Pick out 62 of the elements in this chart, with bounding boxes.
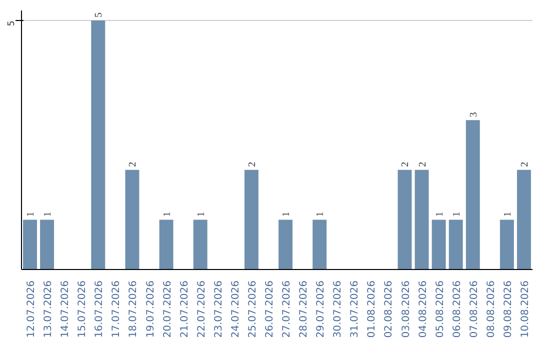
x-tick-label: 31.07.2026 xyxy=(350,280,361,338)
bar xyxy=(466,120,480,270)
x-tick-label: 20.07.2026 xyxy=(162,280,174,338)
x-tick-label: 28.07.2026 xyxy=(298,280,310,338)
data-label: 1 xyxy=(502,212,514,217)
x-tick-label: 07.08.2026 xyxy=(468,280,480,338)
data-label: 2 xyxy=(246,162,258,167)
bar xyxy=(517,170,531,270)
x-tick-label: 13.07.2026 xyxy=(43,280,54,338)
x-tick-label: 02.08.2026 xyxy=(384,280,395,338)
x-tick-label: 04.08.2026 xyxy=(418,280,429,338)
data-label: 1 xyxy=(42,212,54,217)
bar xyxy=(23,220,37,270)
data-label: 1 xyxy=(434,212,446,217)
x-tick-label: 22.07.2026 xyxy=(196,280,208,338)
x-tick-label: 12.07.2026 xyxy=(26,280,38,338)
data-label: 1 xyxy=(196,212,207,217)
x-tick-label: 24.07.2026 xyxy=(230,280,242,338)
x-tick-label: 19.07.2026 xyxy=(145,280,156,338)
x-tick-label: 25.07.2026 xyxy=(247,280,258,338)
x-tick-label: 30.07.2026 xyxy=(332,280,344,338)
bar xyxy=(414,170,429,270)
bar xyxy=(40,220,54,270)
x-tick-label: 23.07.2026 xyxy=(213,280,224,338)
bar xyxy=(398,170,412,270)
data-label: 2 xyxy=(128,162,139,167)
data-label: 1 xyxy=(315,212,326,217)
x-tick-label: 17.07.2026 xyxy=(111,280,122,338)
data-label: 2 xyxy=(519,162,530,167)
data-label: 2 xyxy=(417,162,428,167)
x-tick-label: 05.08.2026 xyxy=(434,280,446,338)
bar xyxy=(278,220,292,270)
x-tick-label: 21.07.2026 xyxy=(179,280,190,338)
x-tick-label: 27.07.2026 xyxy=(282,280,293,338)
x-tick-label: 15.07.2026 xyxy=(77,280,88,338)
data-label: 5 xyxy=(94,12,105,18)
data-label: 1 xyxy=(162,212,173,217)
bar xyxy=(500,220,514,270)
bar xyxy=(159,220,174,270)
x-tick-label: 09.08.2026 xyxy=(502,280,514,338)
x-tick-label: 08.08.2026 xyxy=(486,280,497,338)
data-label: 3 xyxy=(468,112,480,118)
x-tick-label: 06.08.2026 xyxy=(452,280,463,338)
x-tick-label: 16.07.2026 xyxy=(94,280,106,338)
data-label: 1 xyxy=(451,212,462,217)
data-label: 2 xyxy=(400,162,412,167)
bar xyxy=(312,220,327,270)
x-tick-label: 29.07.2026 xyxy=(316,280,327,338)
x-tick-label: 14.07.2026 xyxy=(60,280,72,338)
x-tick-label: 10.08.2026 xyxy=(520,280,531,338)
x-tick-label: 18.07.2026 xyxy=(128,280,140,338)
bar xyxy=(432,220,446,270)
bar xyxy=(91,20,106,270)
bar xyxy=(193,220,208,270)
data-label: 1 xyxy=(26,212,37,217)
data-label: 1 xyxy=(281,212,292,217)
x-tick-label: 03.08.2026 xyxy=(400,280,412,338)
x-tick-label: 26.07.2026 xyxy=(264,280,276,338)
x-tick-label: 01.08.2026 xyxy=(366,280,378,338)
bar xyxy=(125,170,140,270)
bar xyxy=(448,220,463,270)
bar xyxy=(244,170,258,270)
